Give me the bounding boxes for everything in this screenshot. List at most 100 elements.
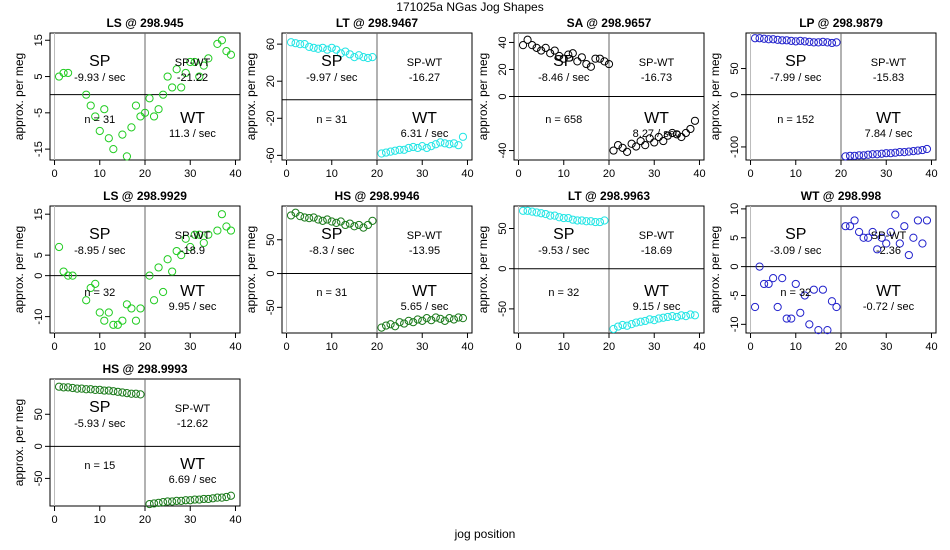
- data-point: [841, 222, 850, 231]
- y-axis-label: approx. per meg: [708, 226, 722, 313]
- data-point: [532, 43, 541, 52]
- y-tick-label: 50: [265, 234, 277, 246]
- data-point: [226, 491, 236, 500]
- x-tick-label: 40: [229, 514, 241, 526]
- data-point: [204, 54, 213, 63]
- data-point: [750, 34, 760, 43]
- y-tick-label: 5: [33, 73, 45, 79]
- x-tick-label: 20: [139, 514, 151, 526]
- wt-rate: 9.15 / sec: [633, 301, 681, 313]
- data-point: [368, 216, 377, 225]
- data-point: [314, 215, 323, 224]
- data-point: [591, 217, 600, 227]
- sp-rate: -5.93 / sec: [74, 418, 126, 430]
- data-point: [796, 36, 805, 45]
- data-point: [600, 216, 609, 225]
- data-point: [213, 226, 222, 235]
- data-point: [891, 148, 900, 157]
- data-point: [618, 143, 627, 152]
- data-point: [54, 72, 64, 81]
- y-tick-label: 40: [497, 36, 509, 48]
- data-point: [769, 35, 778, 44]
- y-tick-label: 10: [729, 203, 741, 215]
- spwt-label: SP-WT: [407, 57, 443, 69]
- data-point: [204, 230, 213, 239]
- data-point: [546, 49, 555, 58]
- data-point: [686, 124, 695, 134]
- data-point: [827, 297, 837, 306]
- data-point: [609, 146, 618, 155]
- spwt-value: -18.9: [180, 245, 205, 257]
- sp-rate: -3.09 / sec: [770, 245, 822, 257]
- data-point: [386, 320, 395, 329]
- wt-rate: 9.95 / sec: [169, 301, 217, 313]
- data-point: [518, 206, 528, 215]
- y-tick-label: 0: [265, 270, 277, 276]
- data-point: [791, 279, 800, 289]
- data-point: [63, 383, 73, 392]
- x-tick-label: 10: [326, 341, 338, 353]
- data-point: [573, 216, 582, 225]
- data-point: [354, 220, 364, 230]
- data-point: [177, 251, 186, 260]
- data-point: [400, 145, 409, 154]
- data-point: [809, 285, 818, 294]
- data-point: [190, 495, 199, 504]
- data-point: [900, 222, 909, 231]
- data-point: [814, 38, 823, 47]
- data-point: [118, 388, 127, 397]
- data-point: [381, 321, 391, 330]
- spwt-value: -18.69: [641, 245, 672, 257]
- data-point: [413, 315, 422, 324]
- data-point: [622, 147, 632, 156]
- sp-rate: -9.53 / sec: [538, 245, 590, 257]
- panel-title: LS @ 298.9929: [103, 189, 187, 203]
- data-point: [395, 318, 404, 327]
- x-tick-label: 40: [461, 341, 473, 353]
- y-tick-label: -15: [33, 141, 45, 157]
- data-point: [677, 132, 686, 142]
- data-point: [627, 320, 636, 329]
- data-point: [213, 39, 222, 48]
- data-point: [454, 313, 463, 322]
- data-point: [158, 498, 168, 507]
- y-tick-label: -5: [729, 291, 741, 301]
- data-point: [217, 493, 227, 502]
- x-tick-label: 20: [139, 341, 151, 353]
- data-point: [550, 46, 559, 55]
- data-point: [796, 308, 805, 317]
- x-tick-label: 10: [558, 168, 570, 180]
- data-point: [600, 57, 609, 66]
- x-tick-label: 0: [747, 168, 753, 180]
- data-point: [186, 242, 195, 252]
- y-axis-label: approx. per meg: [12, 226, 26, 313]
- data-point: [650, 138, 659, 147]
- data-point: [145, 271, 154, 280]
- data-point: [195, 495, 204, 504]
- data-point: [805, 37, 814, 46]
- data-point: [163, 255, 172, 264]
- data-point: [381, 148, 391, 157]
- data-point: [436, 314, 445, 323]
- data-point: [213, 493, 222, 502]
- wt-label: WT: [876, 110, 901, 127]
- panel-1: LS @ 298.945 0 10 20 30 40 -15 -5 5 15 approx. per…: [12, 16, 242, 180]
- data-point: [636, 317, 645, 326]
- data-point: [681, 312, 691, 321]
- data-point: [145, 94, 154, 103]
- data-point: [755, 34, 764, 43]
- data-point: [568, 215, 577, 224]
- data-point: [627, 139, 636, 148]
- x-tick-label: 0: [747, 341, 753, 353]
- y-tick-label: -50: [33, 470, 45, 486]
- x-tick-label: 40: [693, 168, 705, 180]
- x-tick-label: 30: [880, 168, 892, 180]
- spwt-label: SP-WT: [175, 57, 211, 69]
- data-point: [541, 43, 550, 52]
- data-point: [323, 215, 332, 224]
- sp-rate: -8.3 / sec: [309, 245, 355, 257]
- x-tick-label: 10: [326, 168, 338, 180]
- x-tick-label: 0: [51, 168, 57, 180]
- data-point: [672, 130, 681, 139]
- panel-title: HS @ 298.9993: [102, 362, 187, 376]
